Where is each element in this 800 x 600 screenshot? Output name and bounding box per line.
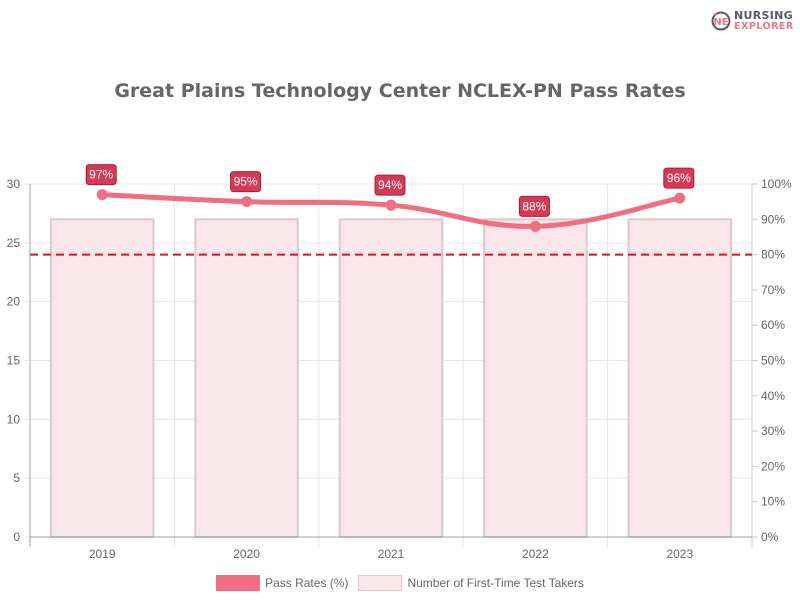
- legend-item-pass-rates[interactable]: Pass Rates (%): [216, 575, 348, 591]
- bar-2023[interactable]: [627, 218, 733, 539]
- right-axis-tick: 30%: [761, 424, 785, 438]
- data-label-text: 94%: [378, 178, 402, 192]
- data-label-badge: [663, 167, 695, 189]
- line-point-2020[interactable]: [241, 196, 253, 208]
- right-axis-tick: 40%: [761, 389, 785, 403]
- x-axis-tick: 2019: [89, 547, 116, 561]
- logo-badge-icon: NE: [711, 11, 731, 31]
- line-point-2019[interactable]: [96, 189, 108, 201]
- right-axis-tick: 60%: [761, 318, 785, 332]
- bar-2020[interactable]: [194, 218, 299, 539]
- bar-2021[interactable]: [338, 218, 444, 539]
- data-label-text: 96%: [667, 171, 691, 185]
- right-axis-tick: 10%: [761, 495, 785, 509]
- logo-text-explorer: EXPLORER: [734, 21, 794, 32]
- data-label-text: 97%: [89, 168, 113, 182]
- chart-title: Great Plains Technology Center NCLEX-PN …: [114, 80, 686, 102]
- right-axis-tick: 100%: [761, 177, 792, 191]
- legend-label: Number of First-Time Test Takers: [407, 576, 584, 590]
- axes: 0 5 10 15 20 25 30 0% 10% 20% 30% 40% 50% 60% 70% 80% 90…: [7, 177, 792, 561]
- line-point-2022[interactable]: [529, 220, 541, 232]
- svg-text:NE: NE: [713, 17, 728, 28]
- left-axis-tick: 0: [13, 530, 20, 544]
- left-axis-tick: 5: [13, 471, 20, 485]
- x-axis-tick: 2023: [666, 547, 693, 561]
- line-point-2021[interactable]: [385, 199, 397, 211]
- left-axis-tick: 30: [7, 177, 21, 191]
- data-label-badge: [230, 171, 262, 193]
- legend: Pass Rates (%) Number of First-Time Test…: [0, 575, 800, 591]
- left-axis-tick: 25: [7, 236, 21, 250]
- line-series: [96, 189, 686, 232]
- right-axis-tick: 70%: [761, 283, 785, 297]
- data-label-text: 88%: [522, 199, 546, 213]
- logo-text-nursing: NURSING: [734, 9, 793, 22]
- bar-2022[interactable]: [483, 218, 588, 539]
- right-axis-tick: 20%: [761, 459, 785, 473]
- left-axis-tick: 10: [7, 412, 21, 426]
- x-axis-tick: 2020: [233, 547, 260, 561]
- left-axis-tick: 15: [7, 354, 21, 368]
- data-label-badge: [374, 174, 406, 196]
- data-label-text: 95%: [234, 175, 258, 189]
- bar-2019[interactable]: [49, 218, 155, 539]
- nursing-explorer-logo: NE NURSING EXPLORER: [710, 8, 794, 34]
- right-axis-tick: 0%: [761, 530, 779, 544]
- legend-label: Pass Rates (%): [265, 576, 349, 590]
- right-axis-tick: 80%: [761, 248, 785, 262]
- x-axis-tick: 2021: [378, 547, 405, 561]
- bar-series: [49, 218, 733, 539]
- right-axis-tick: 90%: [761, 212, 785, 226]
- legend-swatch-line: [216, 575, 261, 591]
- left-axis-tick: 20: [7, 295, 21, 309]
- data-label-badge: [85, 164, 117, 186]
- legend-item-test-takers[interactable]: Number of First-Time Test Takers: [358, 575, 584, 591]
- data-label-badge: [518, 195, 550, 217]
- data-labels: 97% 95% 94% 88% 96%: [85, 164, 695, 217]
- line-point-2023[interactable]: [674, 192, 686, 204]
- x-axis-tick: 2022: [522, 547, 549, 561]
- legend-swatch-bar: [358, 575, 403, 591]
- right-axis-tick: 50%: [761, 354, 785, 368]
